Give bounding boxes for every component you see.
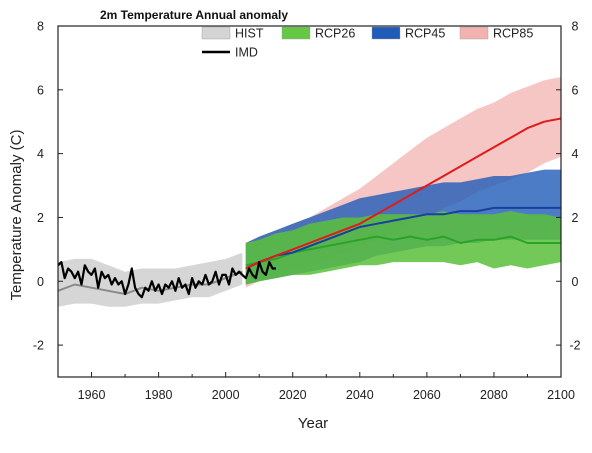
x-tick-label: 2080 [480, 388, 508, 402]
x-tick-label: 2060 [413, 388, 441, 402]
x-tick-label: 1980 [145, 388, 173, 402]
band-hist [58, 252, 243, 307]
legend-label-hist: HIST [235, 27, 264, 41]
y-tick-label: 2 [37, 211, 44, 225]
x-tick-label: 2000 [212, 388, 240, 402]
y-axis-title: Temperature Anomaly (C) [8, 130, 25, 301]
y-tick-label: -2 [33, 339, 44, 353]
legend-label-rcp85: RCP85 [493, 27, 533, 41]
y-tick-label: 6 [37, 83, 44, 97]
line-rcp85 [245, 117, 561, 270]
band-rcp26 [245, 211, 561, 285]
right-tick-label: 2 [572, 211, 579, 225]
y-tick-label: 4 [37, 147, 44, 161]
legend: HIST RCP26 RCP45 RCP85 IMD [201, 26, 533, 60]
legend-label-rcp45: RCP45 [405, 27, 445, 41]
legend-swatch-rcp45 [371, 26, 401, 40]
plot-frame [57, 25, 562, 378]
x-tick-label: 1960 [78, 388, 106, 402]
x-axis-title: Year [298, 415, 328, 432]
legend-swatch-hist [201, 26, 231, 40]
line-imd [58, 261, 276, 299]
plot-area [58, 77, 561, 307]
axes: 1960 1980 2000 2020 2040 2060 2080 2100 -2 0 2 4 6 8 -… [33, 20, 581, 403]
x-tick-label: 2040 [346, 388, 374, 402]
y-tick-label: 8 [37, 20, 44, 34]
y-tick-label: 0 [37, 275, 44, 289]
legend-swatch-rcp85 [459, 26, 489, 40]
legend-swatch-rcp26 [281, 26, 311, 40]
right-tick-label: 4 [572, 147, 579, 161]
line-rcp45 [245, 206, 561, 270]
chart-title: 2m Temperature Annual anomaly [100, 8, 288, 22]
legend-label-imd: IMD [235, 46, 258, 60]
right-tick-label: 0 [572, 275, 579, 289]
x-tick-label: 2100 [547, 388, 575, 402]
right-tick-label: 6 [572, 83, 579, 97]
right-tick-label: 8 [572, 20, 579, 34]
x-tick-label: 2020 [279, 388, 307, 402]
legend-label-rcp26: RCP26 [315, 27, 355, 41]
right-tick-label: -2 [569, 339, 580, 353]
